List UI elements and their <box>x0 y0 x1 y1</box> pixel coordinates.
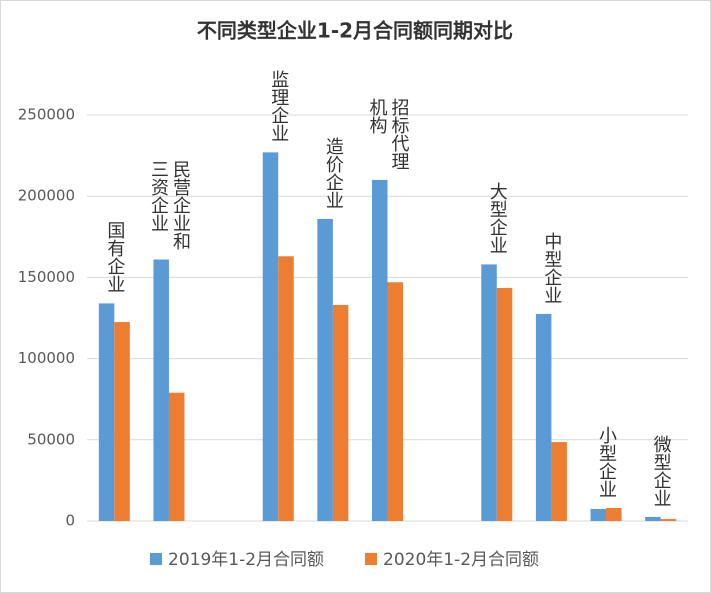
category-label: 民营企业和三资企业 <box>147 159 191 250</box>
legend-label: 2019年1-2月合同额 <box>168 550 324 570</box>
bar <box>278 256 294 521</box>
category-label: 国有企业 <box>104 221 126 294</box>
category-label: 小型企业 <box>596 426 618 499</box>
bar <box>590 508 607 521</box>
bar <box>262 152 279 522</box>
category-label: 造价企业 <box>322 136 344 209</box>
bar <box>535 313 552 521</box>
bar <box>551 442 567 521</box>
y-tick-label: 100000 <box>18 349 75 367</box>
bar <box>168 392 185 521</box>
legend-swatch <box>365 553 377 565</box>
bar <box>317 218 333 521</box>
y-tick-label: 150000 <box>18 268 75 286</box>
bar <box>645 516 661 521</box>
category-label: 微型企业 <box>650 434 672 507</box>
bar <box>606 508 622 521</box>
legend-swatch <box>150 553 162 565</box>
bar <box>98 303 115 521</box>
bar <box>153 259 169 521</box>
bar <box>481 264 497 521</box>
bar <box>372 179 388 521</box>
bar <box>114 322 130 521</box>
category-label: 中型企业 <box>541 231 563 304</box>
y-tick-label: 0 <box>65 512 75 530</box>
category-label: 招标代理机构 <box>366 97 410 170</box>
category-label: 监理企业 <box>268 70 290 143</box>
bar <box>496 287 513 521</box>
y-tick-label: 250000 <box>18 106 75 124</box>
bar <box>387 282 403 521</box>
bar <box>660 519 677 521</box>
y-tick-label: 200000 <box>18 187 75 205</box>
category-label: 大型企业 <box>486 182 508 255</box>
legend-label: 2020年1-2月合同额 <box>383 550 539 570</box>
bar <box>332 305 349 521</box>
chart-title: 不同类型企业1-2月合同额同期对比 <box>197 19 513 43</box>
y-tick-label: 50000 <box>27 430 75 448</box>
